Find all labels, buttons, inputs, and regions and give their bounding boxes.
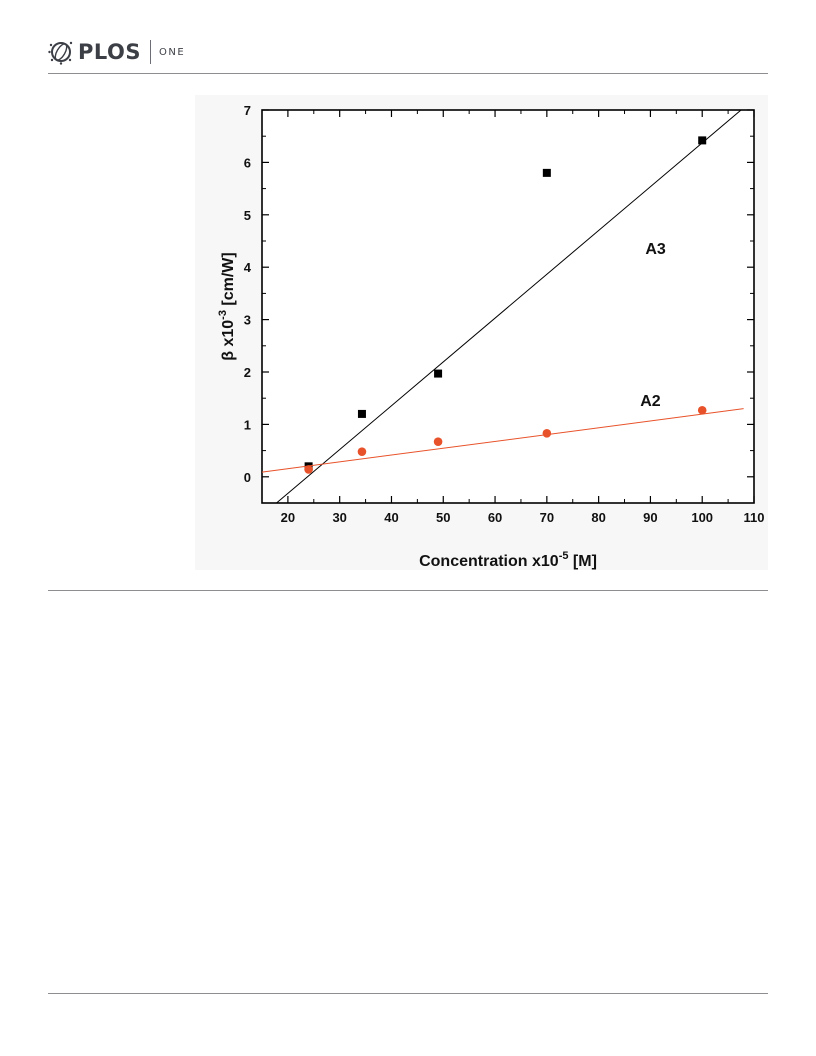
point-a2 bbox=[304, 465, 313, 474]
x-tick-label: 90 bbox=[643, 510, 657, 525]
x-tick-label: 60 bbox=[488, 510, 502, 525]
y-tick-label: 4 bbox=[244, 260, 252, 275]
logo-subtext: ONE bbox=[159, 46, 186, 58]
point-a3 bbox=[698, 136, 707, 145]
plos-globe-icon bbox=[48, 41, 73, 65]
y-tick-label: 1 bbox=[244, 417, 251, 432]
y-tick-label: 5 bbox=[244, 208, 251, 223]
figure-panel: 20 30 40 50 60 70 80 90 100 110 0 1 2 3 4 5 6 7 A3 A2 Concen… bbox=[195, 95, 768, 570]
y-axis-label: β x10-3 [cm/W] bbox=[217, 252, 237, 360]
x-axis-label: Concentration x10-5 [M] bbox=[419, 550, 597, 570]
y-tick-label: 3 bbox=[244, 313, 251, 328]
point-a2 bbox=[542, 429, 552, 438]
x-tick-label: 30 bbox=[332, 510, 346, 525]
x-tick-label: 80 bbox=[591, 510, 605, 525]
fit-line-a3 bbox=[276, 109, 742, 504]
point-a3 bbox=[357, 409, 366, 418]
x-tick-label: 50 bbox=[436, 510, 450, 525]
x-tick-label: 70 bbox=[540, 510, 554, 525]
series-label-a3: A3 bbox=[645, 241, 666, 258]
y-tick-label: 2 bbox=[244, 365, 251, 380]
point-a3 bbox=[434, 369, 443, 378]
y-tick-label: 6 bbox=[244, 155, 251, 170]
x-tick-label: 20 bbox=[281, 510, 295, 525]
series-label-a2: A2 bbox=[640, 393, 661, 410]
x-tick-label: 110 bbox=[744, 510, 765, 525]
footer-rule bbox=[48, 993, 768, 994]
point-a2 bbox=[433, 437, 443, 446]
header-rule bbox=[48, 73, 768, 74]
fit-line-a2 bbox=[261, 408, 744, 473]
x-tick-label: 100 bbox=[691, 510, 713, 525]
point-a2 bbox=[357, 447, 367, 456]
y-tick-label: 0 bbox=[244, 470, 251, 485]
plos-one-logo[interactable]: PLOS ONE bbox=[48, 30, 185, 74]
x-tick-label: 40 bbox=[384, 510, 398, 525]
point-a2 bbox=[697, 405, 707, 415]
scatter-chart: 20 30 40 50 60 70 80 90 100 110 0 1 2 3 4 5 6 7 A3 A2 Concen… bbox=[217, 103, 765, 570]
figure-bottom-rule bbox=[48, 590, 768, 591]
logo-text: PLOS bbox=[78, 40, 142, 64]
point-a3 bbox=[542, 168, 551, 177]
plot-frame bbox=[261, 109, 755, 504]
journal-header: PLOS ONE bbox=[48, 30, 768, 74]
logo-separator bbox=[150, 40, 152, 64]
y-tick-label: 7 bbox=[244, 103, 251, 118]
